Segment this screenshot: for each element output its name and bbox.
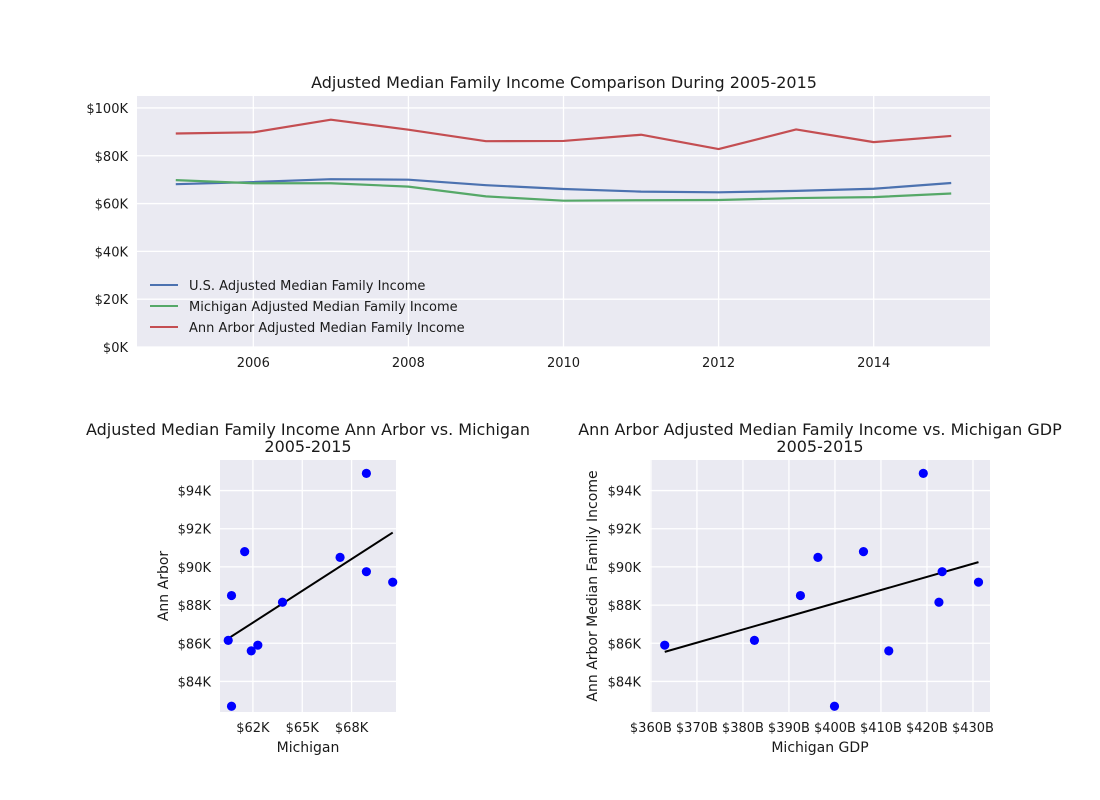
y-tick-label: $90K xyxy=(178,561,212,576)
y-tick-label: $90K xyxy=(608,561,642,576)
x-tick-label: $62K xyxy=(236,721,270,736)
y-tick-label: $86K xyxy=(178,637,212,652)
y-tick-label: $88K xyxy=(178,599,212,614)
x-tick-label: $380B xyxy=(722,721,764,736)
data-point xyxy=(253,640,263,650)
y-tick-label: $94K xyxy=(608,485,642,500)
x-tick-label: $400B xyxy=(814,721,856,736)
scatter2-x-axis-label: Michigan GDP xyxy=(771,740,868,756)
y-tick-label: $0K xyxy=(103,341,129,356)
line-chart-title: Adjusted Median Family Income Comparison… xyxy=(311,73,817,92)
x-tick-label: $370B xyxy=(676,721,718,736)
x-tick-label: 2006 xyxy=(237,356,270,371)
x-tick-label: $68K xyxy=(335,721,369,736)
x-tick-label: $430B xyxy=(952,721,994,736)
scatter2-subtitle: 2005-2015 xyxy=(776,437,863,456)
data-point xyxy=(934,597,944,607)
legend-label-michigan: Michigan Adjusted Median Family Income xyxy=(189,300,458,315)
regression-line xyxy=(664,561,979,653)
data-point xyxy=(973,577,984,587)
scatter2-y-axis-label: Ann Arbor Median Family Income xyxy=(585,470,601,701)
scatter2-title: Ann Arbor Adjusted Median Family Income … xyxy=(578,420,1062,439)
y-tick-label: $92K xyxy=(608,523,642,538)
legend-label-us: U.S. Adjusted Median Family Income xyxy=(189,279,425,294)
data-point xyxy=(277,597,288,607)
y-tick-label: $84K xyxy=(608,675,642,690)
regression-line xyxy=(227,531,394,640)
x-tick-label: $410B xyxy=(860,721,902,736)
data-point xyxy=(813,552,823,562)
scatter1-y-axis-label: Ann Arbor xyxy=(156,551,172,622)
x-tick-label: 2012 xyxy=(702,356,735,371)
us-income-line xyxy=(175,178,952,194)
data-point xyxy=(240,547,250,557)
x-tick-label: $360B xyxy=(630,721,672,736)
y-tick-label: $60K xyxy=(95,198,129,213)
scatter2-plot-area xyxy=(650,460,990,712)
scatter-chart-ann-arbor-vs-michigan: Adjusted Median Family Income Ann Arbor … xyxy=(86,420,530,756)
data-point xyxy=(361,468,371,478)
x-tick-label: $420B xyxy=(906,721,948,736)
y-tick-label: $92K xyxy=(178,523,212,538)
y-tick-label: $40K xyxy=(95,245,129,260)
line-chart-legend: U.S. Adjusted Median Family Income Michi… xyxy=(150,279,465,336)
x-tick-label: 2008 xyxy=(392,356,425,371)
data-point xyxy=(858,547,869,557)
x-tick-label: $65K xyxy=(286,721,320,736)
y-tick-label: $94K xyxy=(178,485,212,500)
data-point xyxy=(335,552,345,562)
data-point xyxy=(361,567,371,577)
scatter1-subtitle: 2005-2015 xyxy=(264,437,351,456)
data-point xyxy=(226,701,237,711)
legend-label-ann-arbor: Ann Arbor Adjusted Median Family Income xyxy=(189,321,465,336)
data-point xyxy=(246,646,256,656)
scatter1-x-axis-label: Michigan xyxy=(277,740,340,756)
x-tick-label: 2010 xyxy=(547,356,580,371)
data-point xyxy=(829,701,840,711)
y-tick-label: $88K xyxy=(608,599,642,614)
x-tick-label: $390B xyxy=(768,721,810,736)
line-chart: Adjusted Median Family Income Comparison… xyxy=(86,73,990,371)
data-point xyxy=(918,468,928,478)
x-tick-label: 2014 xyxy=(857,356,890,371)
michigan-income-line xyxy=(175,179,952,202)
scatter-chart-ann-arbor-vs-gdp: Ann Arbor Adjusted Median Family Income … xyxy=(578,420,1062,756)
data-point xyxy=(749,635,760,646)
data-point xyxy=(223,635,233,646)
y-tick-label: $86K xyxy=(608,637,642,652)
y-tick-label: $80K xyxy=(95,150,129,165)
data-point xyxy=(795,590,806,601)
y-tick-label: $84K xyxy=(178,675,212,690)
y-tick-label: $100K xyxy=(86,102,128,117)
ann-arbor-income-line xyxy=(175,118,952,151)
data-point xyxy=(660,640,670,650)
scatter1-title: Adjusted Median Family Income Ann Arbor … xyxy=(86,420,530,439)
y-tick-label: $20K xyxy=(95,293,129,308)
data-point xyxy=(388,577,398,587)
data-point xyxy=(226,590,237,601)
data-point xyxy=(937,567,947,577)
data-point xyxy=(884,646,894,656)
